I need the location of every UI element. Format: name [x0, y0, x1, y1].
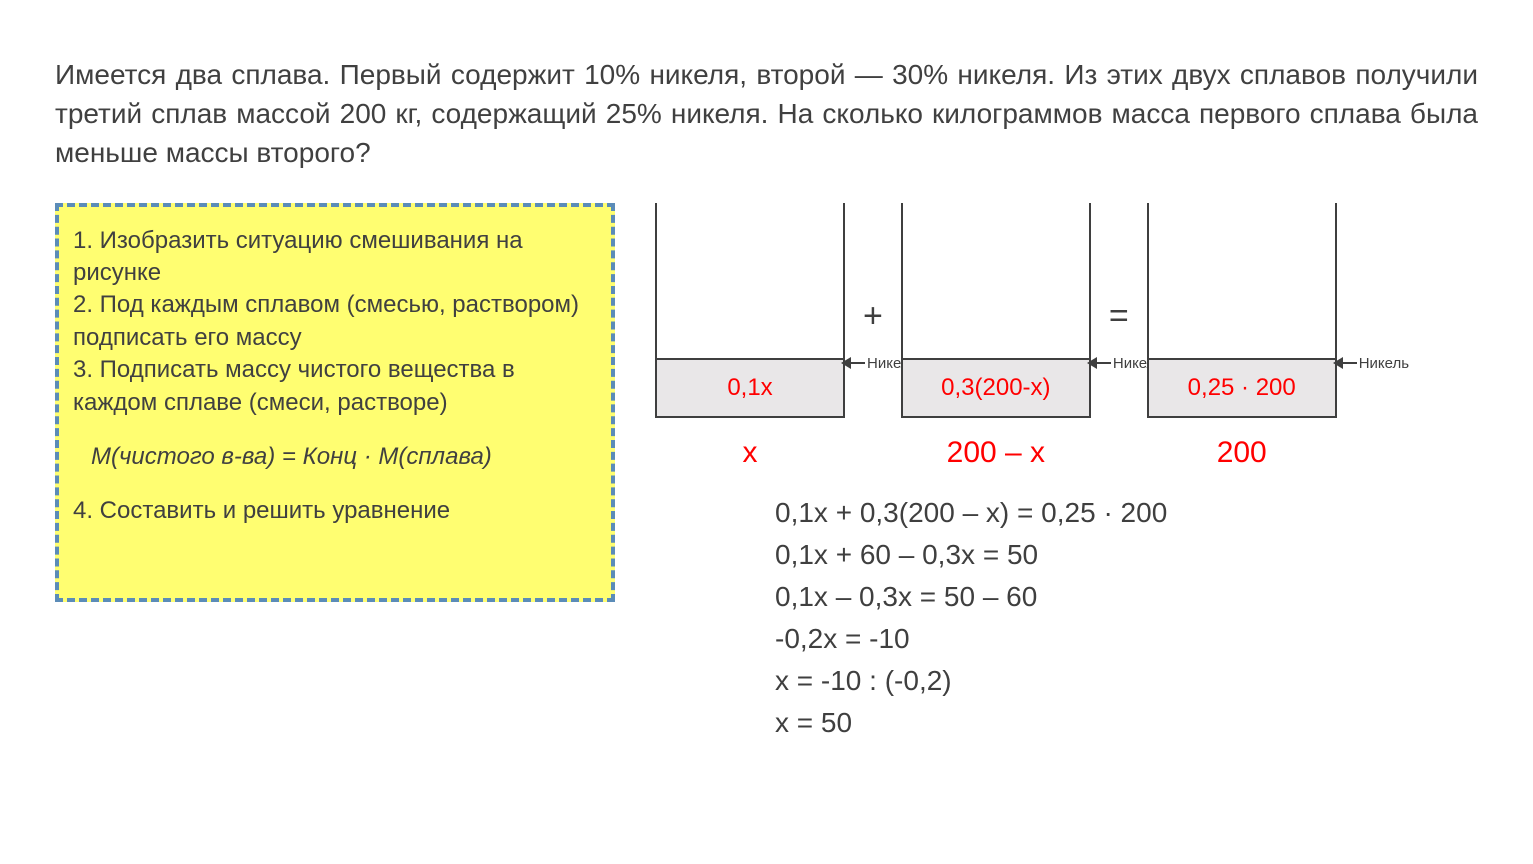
equation-line-6: x = 50	[775, 702, 1478, 744]
formula: M(чистого в-ва) = Конц · M(сплава)	[91, 441, 597, 473]
equation-line-5: x = -10 : (-0,2)	[775, 660, 1478, 702]
arrow-left-icon	[843, 362, 865, 364]
equation-line-2: 0,1x + 60 – 0,3x = 50	[775, 534, 1478, 576]
mass-label-2: 200 – x	[947, 436, 1045, 470]
beaker-2: 0,3(200-x) Никель 200 – x	[901, 203, 1091, 470]
mixing-diagram: 0,1x Никель x + 0,3(200-x) Никель 200 – …	[655, 203, 1478, 470]
step-3: 3. Подписать массу чистого вещества в ка…	[73, 354, 597, 419]
equation-line-1: 0,1x + 0,3(200 – x) = 0,25 · 200	[775, 492, 1478, 534]
nickel-label-3: Никель	[1359, 355, 1409, 372]
beaker-1: 0,1x Никель x	[655, 203, 845, 470]
nickel-tag-3: Никель	[1337, 355, 1409, 372]
mass-label-1: x	[743, 436, 758, 470]
plus-operator: +	[863, 297, 883, 336]
equation-line-3: 0,1x – 0,3x = 50 – 60	[775, 576, 1478, 618]
arrow-left-icon	[1089, 362, 1111, 364]
equals-operator: =	[1109, 297, 1129, 336]
equation-block: 0,1x + 0,3(200 – x) = 0,25 · 200 0,1x + …	[775, 492, 1478, 744]
mass-label-3: 200	[1217, 436, 1267, 470]
step-4: 4. Составить и решить уравнение	[73, 495, 597, 527]
beaker-1-fill: 0,1x	[657, 358, 843, 416]
step-2: 2. Под каждым сплавом (смесью, раствором…	[73, 289, 597, 354]
step-1: 1. Изобразить ситуацию смешивания на рис…	[73, 225, 597, 290]
beaker-3: 0,25 · 200 Никель 200	[1147, 203, 1337, 470]
diagram-and-solution: 0,1x Никель x + 0,3(200-x) Никель 200 – …	[615, 203, 1478, 744]
content-row: 1. Изобразить ситуацию смешивания на рис…	[55, 203, 1478, 744]
problem-statement: Имеется два сплава. Первый содержит 10% …	[55, 55, 1478, 173]
beaker-2-fill: 0,3(200-x)	[903, 358, 1089, 416]
arrow-left-icon	[1335, 362, 1357, 364]
beaker-3-fill: 0,25 · 200	[1149, 358, 1335, 416]
equation-line-4: -0,2x = -10	[775, 618, 1478, 660]
steps-box: 1. Изобразить ситуацию смешивания на рис…	[55, 203, 615, 602]
